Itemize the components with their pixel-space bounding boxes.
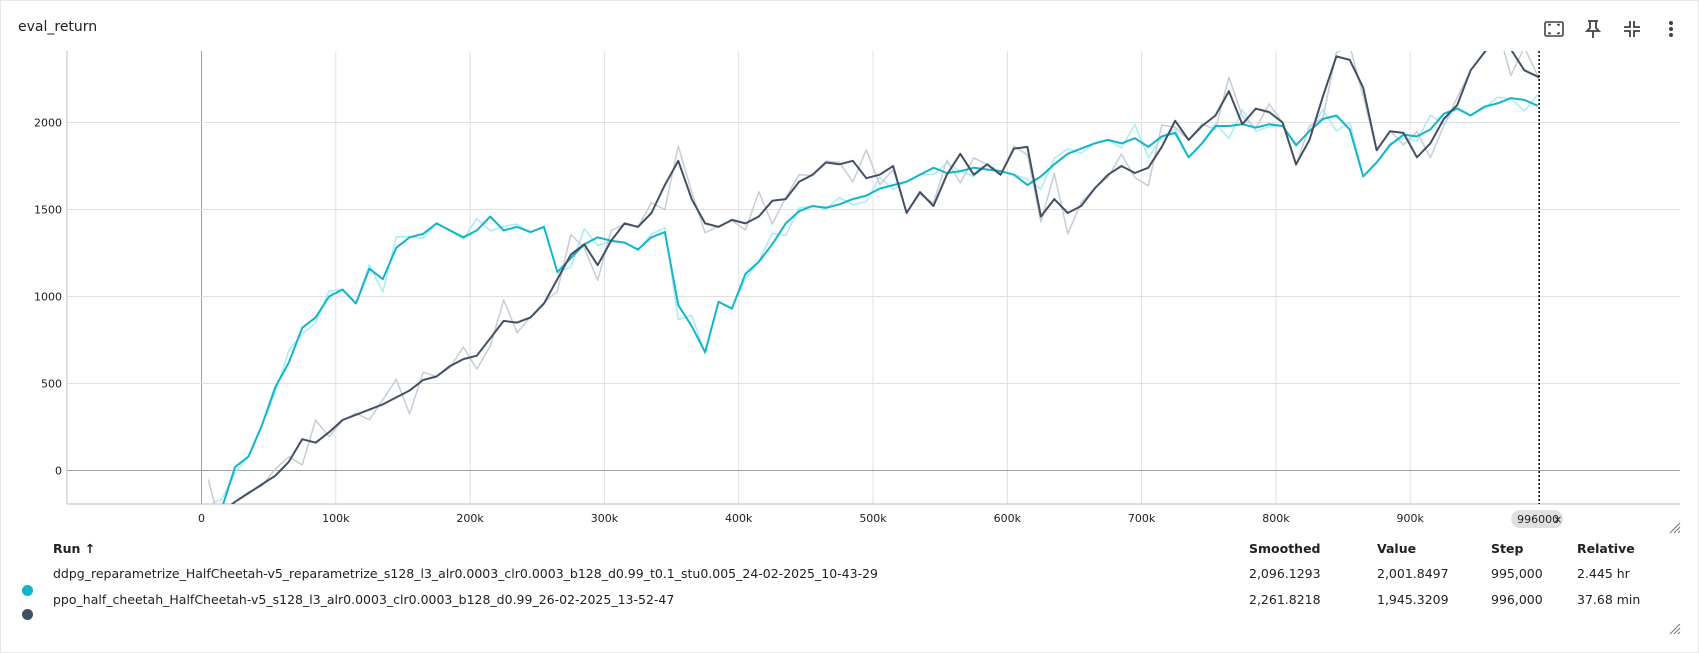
fit-to-domain-button[interactable] — [1543, 18, 1565, 40]
fit-to-domain-icon — [1544, 21, 1564, 37]
line-chart[interactable]: 0 100k 200k 300k 400k 500k 600k 700k 800k 900k 0 50… — [1, 1, 1699, 541]
more-options-button[interactable] — [1660, 18, 1682, 40]
raw-series-line — [207, 51, 1540, 504]
header-step[interactable]: Step — [1491, 541, 1524, 556]
x-tick-label: 200k — [456, 512, 484, 525]
collapse-button[interactable] — [1621, 18, 1643, 40]
relative-time: 37.68 min — [1577, 592, 1641, 607]
table-resize-icon[interactable] — [1669, 623, 1681, 635]
run-color-dot — [22, 609, 33, 620]
hover-step-badge — [1511, 510, 1564, 528]
x-tick-label: 700k — [1128, 512, 1156, 525]
x-tick-label: 100k — [322, 512, 350, 525]
y-tick-label: 1500 — [34, 204, 62, 217]
header-relative[interactable]: Relative — [1577, 541, 1635, 556]
x-tick-label: 600k — [994, 512, 1022, 525]
x-tick-label: 500k — [859, 512, 887, 525]
value: 1,945.3209 — [1377, 592, 1449, 607]
x-tick-label: 300k — [591, 512, 619, 525]
step-value: 996,000 — [1491, 592, 1543, 607]
step-value: 995,000 — [1491, 566, 1543, 581]
x-tick-label: 400k — [725, 512, 753, 525]
series-line — [230, 51, 1540, 504]
chart-resize-icon[interactable] — [1669, 522, 1681, 534]
relative-time: 2.445 hr — [1577, 566, 1630, 581]
x-tick-label: 0 — [198, 512, 205, 525]
chart-title: eval_return — [18, 19, 98, 35]
x-tick-label: 900k — [1397, 512, 1425, 525]
y-tick-label: 0 — [55, 465, 62, 478]
y-tick-label: 2000 — [34, 117, 62, 130]
series-line — [222, 97, 1539, 504]
more-vert-icon — [1669, 21, 1673, 37]
hover-step-label: 996000 — [1517, 513, 1559, 526]
smoothed-value: 2,096.1293 — [1249, 566, 1321, 581]
collapse-icon — [1624, 21, 1640, 37]
close-icon[interactable]: × — [1553, 513, 1562, 526]
run-color-dot — [22, 585, 33, 596]
value: 2,001.8497 — [1377, 566, 1449, 581]
pin-icon — [1585, 20, 1601, 38]
y-tick-label: 1000 — [34, 291, 62, 304]
smoothed-value: 2,261.8218 — [1249, 592, 1321, 607]
plot-area — [207, 51, 1540, 504]
x-tick-label: 800k — [1262, 512, 1290, 525]
header-run[interactable]: Run ↑ — [53, 541, 96, 556]
y-tick-label: 500 — [41, 378, 62, 391]
pin-button[interactable] — [1582, 18, 1604, 40]
run-name: ppo_half_cheetah_HalfCheetah-v5_s128_l3_… — [53, 592, 675, 607]
header-smoothed[interactable]: Smoothed — [1249, 541, 1321, 556]
header-value[interactable]: Value — [1377, 541, 1417, 556]
run-name: ddpg_reparametrize_HalfCheetah-v5_repara… — [53, 566, 878, 581]
